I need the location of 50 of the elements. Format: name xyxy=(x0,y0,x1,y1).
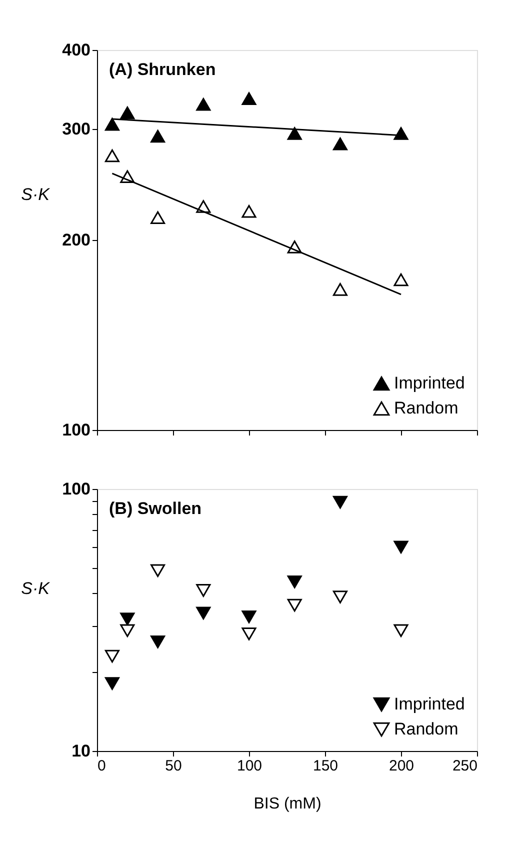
legend-label: Imprinted xyxy=(394,374,465,392)
point xyxy=(287,598,302,612)
x-tick-label: 150 xyxy=(312,758,338,774)
point xyxy=(242,205,256,218)
point xyxy=(242,92,256,106)
y-tick-label: 400 xyxy=(62,40,90,60)
point xyxy=(104,677,120,690)
y-axis-title: S·K xyxy=(21,184,50,204)
point xyxy=(332,283,348,296)
point xyxy=(104,650,120,663)
x-tick-label: 200 xyxy=(388,758,414,774)
x-tick-label: 250 xyxy=(452,758,478,774)
x-tick-label: 100 xyxy=(236,758,262,774)
point xyxy=(120,612,135,626)
y-tick-label: 100 xyxy=(62,420,90,440)
point xyxy=(242,610,256,624)
point xyxy=(394,127,408,140)
point xyxy=(332,137,348,150)
legend-label: Imprinted xyxy=(394,694,465,714)
point xyxy=(150,564,166,578)
point xyxy=(394,273,408,286)
point xyxy=(150,635,166,648)
point xyxy=(394,540,408,554)
point xyxy=(287,127,302,140)
legend-label: Random xyxy=(394,398,458,418)
y-axis-title: S·K xyxy=(21,579,50,598)
y-tick-label: 10 xyxy=(72,742,90,760)
y-tick-label: 300 xyxy=(62,119,90,138)
x-tick-label: 0 xyxy=(98,758,106,774)
x-tick-label: 50 xyxy=(165,758,182,774)
point xyxy=(394,624,408,638)
y-tick-label: 100 xyxy=(62,480,90,498)
point xyxy=(242,627,256,640)
y-tick-label: 200 xyxy=(62,230,90,250)
point xyxy=(104,118,120,131)
point xyxy=(332,590,348,604)
point xyxy=(196,606,211,620)
point xyxy=(150,211,166,224)
point xyxy=(150,130,166,143)
point xyxy=(120,624,135,638)
legend-label: Random xyxy=(394,720,458,738)
point xyxy=(120,106,135,120)
point xyxy=(104,149,120,162)
text: (B) Swollen xyxy=(109,499,202,518)
point xyxy=(332,496,348,509)
text: (A) Shrunken xyxy=(109,60,216,79)
x-axis-title: BIS (mM) xyxy=(254,796,322,812)
point xyxy=(287,576,302,588)
point xyxy=(196,584,211,597)
point xyxy=(196,98,211,111)
